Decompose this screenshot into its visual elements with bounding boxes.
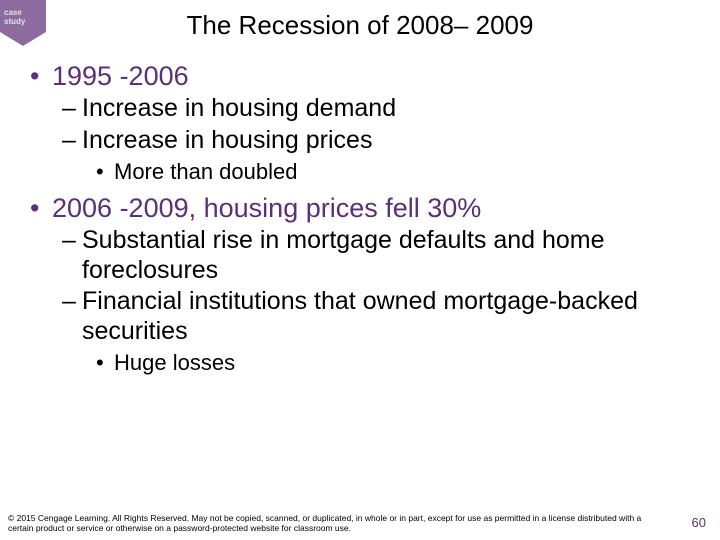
bullet-l1: 1995 -2006 bbox=[30, 61, 692, 92]
bullet-l1: 2006 -2009, housing prices fell 30% bbox=[30, 193, 692, 224]
page-number: 60 bbox=[692, 515, 706, 530]
copyright-footer: © 2015 Cengage Learning. All Rights Rese… bbox=[8, 513, 648, 534]
corner-line1: case bbox=[4, 8, 42, 17]
bullet-l2: Substantial rise in mortgage defaults an… bbox=[30, 226, 692, 285]
bullet-l2: Financial institutions that owned mortga… bbox=[30, 287, 692, 346]
bullet-text: More than doubled bbox=[114, 159, 297, 184]
bullet-l2: Increase in housing prices bbox=[30, 126, 692, 156]
bullet-text: Financial institutions that owned mortga… bbox=[82, 287, 638, 345]
corner-line2: study bbox=[4, 17, 42, 26]
bullet-text: Substantial rise in mortgage defaults an… bbox=[82, 226, 605, 284]
bullet-text: 1995 -2006 bbox=[52, 61, 189, 91]
bullet-l3: Huge losses bbox=[30, 350, 692, 376]
slide-content: 1995 -2006 Increase in housing demand In… bbox=[0, 61, 720, 376]
case-study-tab: case study bbox=[0, 0, 46, 32]
bullet-text: Increase in housing demand bbox=[82, 94, 396, 122]
bullet-text: Huge losses bbox=[114, 350, 235, 375]
slide-title: The Recession of 2008– 2009 bbox=[0, 0, 720, 55]
bullet-l2: Increase in housing demand bbox=[30, 94, 692, 124]
bullet-text: Increase in housing prices bbox=[82, 126, 372, 154]
bullet-l3: More than doubled bbox=[30, 159, 692, 185]
bullet-text: 2006 -2009, housing prices fell 30% bbox=[52, 193, 481, 223]
